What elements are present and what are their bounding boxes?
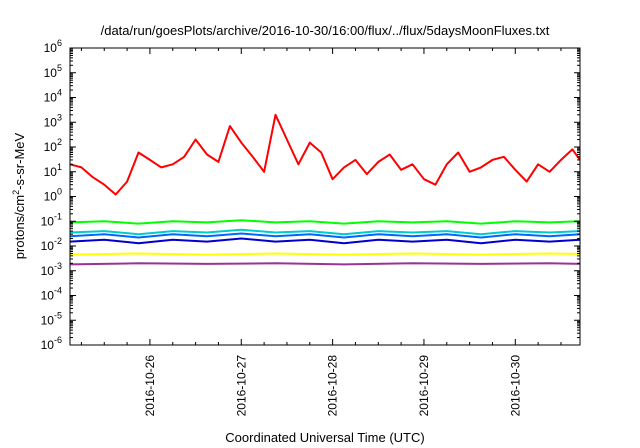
y-tick-exp: -6 [54, 335, 62, 345]
x-tick-label: 2016-10-30 [508, 355, 522, 417]
x-tick-label: 2016-10-26 [143, 355, 157, 417]
y-tick-label: 104 [44, 88, 62, 105]
y-axis-label-sup: 2 [11, 190, 21, 195]
y-tick-exp: -4 [54, 286, 62, 296]
y-tick-exp: -5 [54, 310, 62, 320]
y-tick-exp: 6 [57, 38, 62, 48]
y-tick-base: 10 [44, 165, 58, 179]
y-tick-base: 10 [41, 289, 55, 303]
y-tick-exp: -1 [54, 211, 62, 221]
series-line-2 [69, 219, 581, 225]
y-tick-label: 10-3 [41, 261, 62, 278]
y-axis-label-pre: protons/cm [12, 195, 27, 259]
plot-frame [69, 47, 581, 346]
y-tick-exp: 4 [57, 88, 62, 98]
series-layer [69, 113, 581, 266]
x-tick-label: 2016-10-28 [326, 355, 340, 417]
y-tick-base: 10 [44, 115, 58, 129]
y-axis: 10-610-510-410-310-210-11001011021031041… [41, 38, 580, 352]
series-line-7 [69, 262, 581, 266]
y-tick-exp: -3 [54, 261, 62, 271]
y-tick-label: 106 [44, 38, 62, 55]
x-axis-label: Coordinated Universal Time (UTC) [225, 430, 424, 445]
y-tick-label: 101 [44, 162, 62, 179]
y-tick-base: 10 [44, 41, 58, 55]
y-tick-label: 100 [44, 187, 62, 204]
series-line-6 [69, 252, 581, 256]
y-tick-exp: -2 [54, 236, 62, 246]
y-tick-label: 10-6 [41, 335, 62, 352]
y-axis-label-post: -s-sr-MeV [12, 132, 27, 189]
y-tick-exp: 2 [57, 137, 62, 147]
y-tick-exp: 5 [57, 63, 62, 73]
series-line-3 [69, 228, 581, 236]
series-line-4 [69, 232, 581, 239]
y-tick-base: 10 [41, 313, 55, 327]
y-tick-base: 10 [41, 264, 55, 278]
y-tick-base: 10 [41, 239, 55, 253]
y-tick-exp: 3 [57, 112, 62, 122]
y-tick-label: 10-5 [41, 310, 62, 327]
y-tick-label: 10-4 [41, 286, 62, 303]
x-axis: 2016-10-26 2016-10-27 2016-10-28 2016-10-29… [80, 48, 562, 417]
y-tick-label: 103 [44, 112, 62, 129]
y-tick-exp: 0 [57, 187, 62, 197]
y-tick-label: 102 [44, 137, 62, 154]
y-tick-label: 10-2 [41, 236, 62, 253]
y-tick-base: 10 [44, 140, 58, 154]
y-tick-label: 105 [44, 63, 62, 80]
y-tick-exp: 1 [57, 162, 62, 172]
y-tick-label: 10-1 [41, 211, 62, 228]
y-tick-base: 10 [41, 338, 55, 352]
y-tick-base: 10 [44, 66, 58, 80]
y-axis-label: protons/cm2-s-sr-MeV [11, 132, 27, 259]
series-line-5 [69, 237, 581, 245]
y-tick-base: 10 [41, 214, 55, 228]
y-tick-base: 10 [44, 91, 58, 105]
series-line-1 [69, 113, 581, 196]
x-tick-label: 2016-10-29 [417, 355, 431, 417]
y-tick-base: 10 [44, 190, 58, 204]
chart-title: /data/run/goesPlots/archive/2016-10-30/1… [101, 23, 550, 38]
x-tick-label: 2016-10-27 [234, 355, 248, 417]
